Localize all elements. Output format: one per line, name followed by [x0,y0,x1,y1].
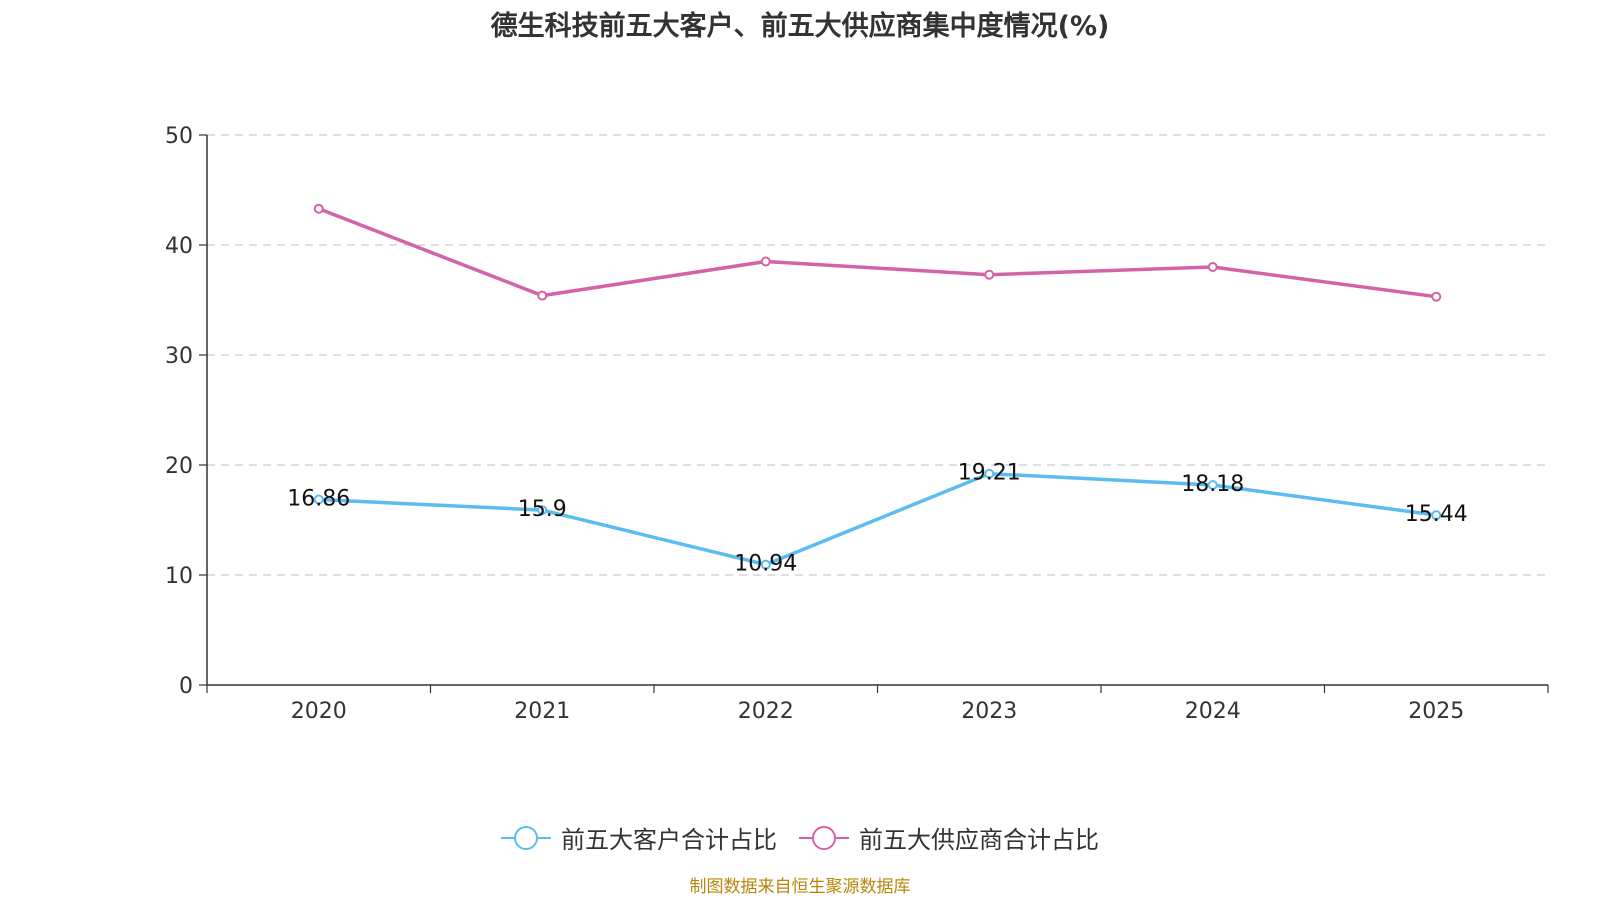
data-label-customers-2020: 16.86 [287,487,350,512]
line-chart: 0 10 20 30 40 50 2020 2021 2022 2023 2024 2025 16.86… [165,124,1549,724]
legend-suppliers-symbol-icon [799,824,849,852]
x-tick-label-2020: 2020 [291,699,347,724]
y-tick-label-40: 40 [165,234,193,259]
x-tick-label-2024: 2024 [1185,699,1241,724]
series-line-customers [318,471,1437,567]
data-source-note: 制图数据来自恒生聚源数据库 [689,877,911,897]
legend-suppliers-label: 前五大供应商合计占比 [859,826,1099,854]
data-label-customers-2022: 10.94 [734,552,797,577]
chart-legend: 前五大客户合计占比 前五大供应商合计占比 [0,820,1600,855]
x-tick-label-2021: 2021 [514,699,570,724]
legend-item-suppliers[interactable]: 前五大供应商合计占比 [799,820,1099,855]
y-tick-label-20: 20 [165,454,193,479]
data-point-suppliers-2020 [313,203,324,214]
data-point-suppliers-2021 [537,290,548,301]
legend-item-customers[interactable]: 前五大客户合计占比 [501,820,777,855]
data-label-customers-2021: 15.9 [518,497,567,522]
x-tick-label-2022: 2022 [738,699,794,724]
data-point-customers-2024 [1207,480,1218,491]
data-point-suppliers-2025 [1431,291,1442,302]
data-point-customers-2025 [1431,510,1442,521]
data-label-customers-2023: 19.21 [958,461,1021,486]
data-point-suppliers-2022 [760,256,771,267]
y-tick-label-10: 10 [165,564,193,589]
x-tick-label-2023: 2023 [961,699,1017,724]
y-tick-label-0: 0 [179,674,193,699]
legend-customers-label: 前五大客户合计占比 [561,826,777,854]
data-point-customers-2020 [313,494,324,505]
series-line-suppliers [318,207,1437,299]
legend-customers-symbol-icon [501,824,551,852]
data-point-suppliers-2023 [984,269,995,280]
chart-title: 德生科技前五大客户、前五大供应商集中度情况(%) [490,11,1110,42]
data-point-customers-2022 [760,559,771,570]
y-tick-label-50: 50 [165,124,193,149]
data-point-suppliers-2024 [1207,262,1218,272]
data-label-customers-2024: 18.18 [1181,472,1244,497]
data-label-customers-2025: 15.44 [1405,502,1468,527]
y-tick-label-30: 30 [165,344,193,369]
x-tick-label-2025: 2025 [1408,699,1464,724]
data-point-customers-2021 [537,505,548,516]
data-point-customers-2023 [984,468,995,479]
